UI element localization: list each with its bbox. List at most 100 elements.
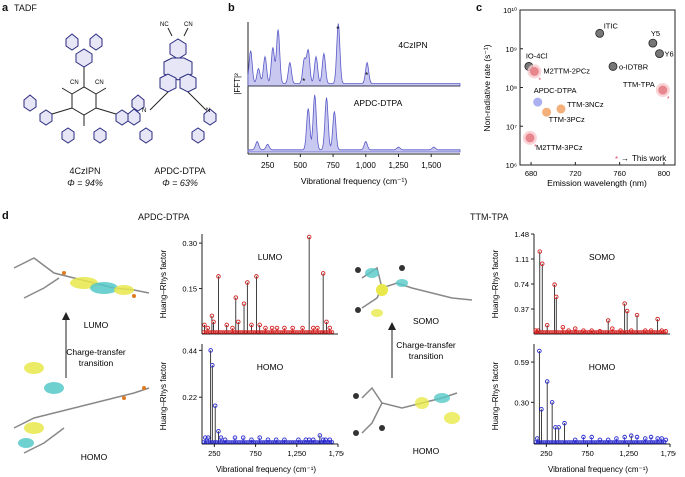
hr-base-point (256, 330, 260, 334)
hr-point-11 (597, 437, 603, 443)
hr-base-point (210, 330, 215, 334)
scatter-label-m2ttm-3pcz: M2TTM-3PCz (536, 143, 583, 152)
hr-base-point (604, 440, 609, 444)
scatter-point-ttm-3pcz (542, 107, 552, 117)
hr-base-point (274, 440, 278, 444)
hr-base-point (608, 330, 612, 334)
hr-base-point (606, 440, 610, 444)
hr-point-20 (659, 436, 665, 441)
hr-base-point (258, 330, 262, 334)
panel-b-label: b (228, 2, 235, 14)
hr-base-point (288, 330, 293, 334)
hr-base-point (308, 330, 313, 334)
hr-base-point (281, 330, 286, 334)
hr-base-point (265, 330, 269, 334)
fft-xtick-label-5: 1,500 (421, 161, 442, 170)
scatter-point-y6 (655, 49, 664, 58)
hr-base-point (254, 440, 258, 444)
hr-base-point (214, 440, 219, 444)
hr-ttm-xlabel: Vibrational frequency (cm⁻¹) (548, 465, 648, 474)
hr-base-point (649, 330, 654, 334)
hr-base-point (640, 330, 645, 334)
hr-base-point (285, 330, 289, 334)
hr-point-20 (306, 234, 312, 240)
hr-base-point (207, 440, 211, 444)
fft-trace-apdc-dtpa (247, 94, 461, 153)
hr-ytick-label-1: 0.59 (514, 358, 529, 367)
hr-base-point (308, 440, 313, 444)
hr-point-18 (648, 434, 654, 440)
hr-base-point (575, 440, 580, 444)
hr-base-point (613, 330, 618, 334)
hr-base-point (579, 440, 583, 444)
hr-base-point (209, 330, 213, 334)
hr-base-point (216, 440, 220, 444)
hr-base-point (599, 440, 603, 444)
hr-base-point (234, 440, 239, 444)
hr-point-6 (218, 435, 224, 440)
hr-ttm-ylabel-bottom: Huang–Rhys factor (491, 361, 500, 430)
scatter-xtick-label-1: 720 (569, 169, 582, 178)
hr-base-point (655, 330, 659, 334)
hr-base-point (209, 440, 213, 444)
scatter-star-m2ttm-2pcz: * (538, 77, 541, 84)
svg-text:CN: CN (70, 80, 79, 86)
hr-base-point (292, 440, 297, 444)
hr-base-point (602, 440, 607, 444)
hr-base-point (628, 440, 632, 444)
hr-base-point (268, 440, 273, 444)
hr-base-point (595, 440, 600, 444)
fft-star-2: * (365, 71, 368, 80)
hr-base-point (586, 330, 590, 334)
hr-base-point (220, 330, 224, 334)
hr-base-point (573, 330, 578, 334)
hr-point-6 (556, 425, 561, 430)
hr-base-point (600, 330, 605, 334)
svg-text:CN: CN (95, 80, 104, 86)
hr-base-point (557, 440, 561, 444)
hr-base-point (330, 440, 335, 444)
hr-point-24 (324, 319, 329, 325)
hr-base-point (303, 440, 307, 444)
hr-point-22 (655, 316, 660, 322)
hr-base-point (310, 330, 315, 334)
hr-base-point (314, 440, 318, 444)
hr-base-point (537, 330, 542, 334)
scatter-point-y5 (648, 38, 658, 48)
hr-base-point (639, 330, 643, 334)
hr-base-point (553, 440, 558, 444)
hr-base-point (631, 330, 636, 334)
fft-xlabel: Vibrational frequency (cm⁻¹) (301, 176, 408, 186)
hr-point-12 (254, 274, 259, 279)
hr-base-point (243, 330, 248, 334)
hr-xtick-label-0: 250 (540, 449, 553, 458)
hr-base-point (221, 440, 226, 444)
hr-base-point (533, 440, 538, 444)
hr-base-point (602, 330, 607, 334)
hr-base-point (581, 330, 585, 334)
hr-base-point (568, 440, 572, 444)
hr-base-point (230, 440, 235, 444)
hr-base-point (622, 440, 627, 444)
scatter-point-apdc-dtpa (533, 97, 543, 107)
hr-base-point (299, 440, 304, 444)
hr-point-4 (544, 322, 550, 328)
scatter-point-m2ttm-3pcz (525, 133, 535, 143)
fft-trace-bottom-label: APDC-DTPA (354, 98, 403, 108)
hr-base-point (640, 440, 645, 444)
hr-base-point (533, 330, 538, 334)
hr-base-point (214, 330, 219, 334)
svg-text:NC: NC (160, 22, 169, 28)
hr-base-point (561, 330, 565, 334)
fft-star-0: * (302, 77, 305, 86)
hr-base-point (281, 440, 286, 444)
hr-base-point (321, 440, 326, 444)
hr-base-point (611, 330, 616, 334)
hr-base-point (288, 440, 293, 444)
hr-base-point (557, 330, 561, 334)
hr-base-point (619, 440, 623, 444)
hr-base-point (203, 330, 208, 334)
legend-text: This work (632, 154, 667, 163)
hr-ytick-label-0: 0.22 (182, 393, 197, 402)
hr-base-point (261, 330, 266, 334)
